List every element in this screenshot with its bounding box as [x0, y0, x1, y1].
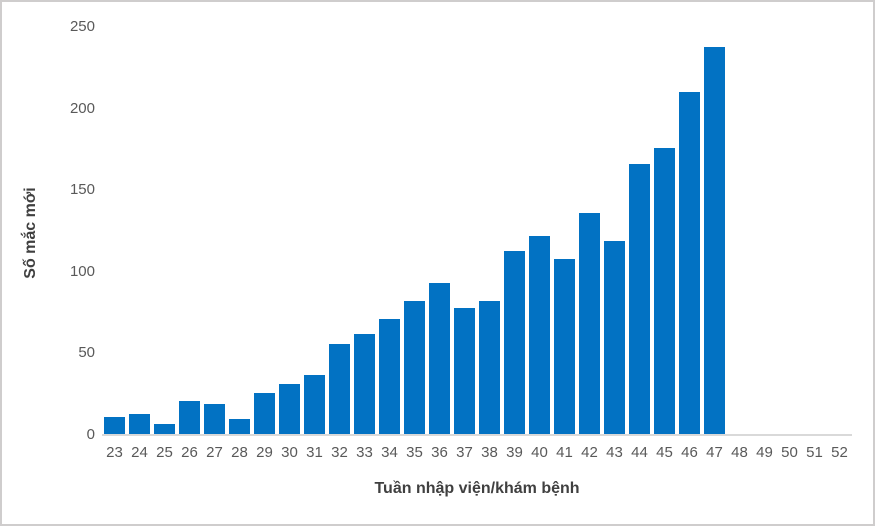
y-tick-label-250: 250 — [69, 18, 95, 35]
y-tick-label-100: 100 — [69, 263, 95, 280]
bar-week-26 — [179, 401, 200, 435]
x-tick-label-31: 31 — [306, 444, 323, 461]
bar-week-42 — [579, 213, 600, 435]
x-tick-label-33: 33 — [356, 444, 373, 461]
x-tick-label-44: 44 — [631, 444, 648, 461]
y-tick-label-0: 0 — [86, 426, 95, 443]
bar-week-33 — [354, 334, 375, 435]
bar-week-40 — [529, 236, 550, 435]
bar-week-31 — [304, 375, 325, 435]
bar-week-44 — [629, 164, 650, 435]
x-tick-label-47: 47 — [706, 444, 723, 461]
bar-week-35 — [404, 301, 425, 435]
bar-week-29 — [254, 393, 275, 435]
x-tick-label-29: 29 — [256, 444, 273, 461]
x-tick-label-39: 39 — [506, 444, 523, 461]
x-tick-label-45: 45 — [656, 444, 673, 461]
bar-week-43 — [604, 241, 625, 435]
bar-week-47 — [704, 47, 725, 435]
bar-week-41 — [554, 259, 575, 435]
bar-week-38 — [479, 301, 500, 435]
bar-week-45 — [654, 148, 675, 435]
y-tick-label-200: 200 — [69, 100, 95, 117]
x-axis-title: Tuần nhập viện/khám bệnh — [374, 480, 580, 497]
x-tick-label-46: 46 — [681, 444, 698, 461]
y-tick-label-150: 150 — [69, 181, 95, 198]
x-tick-label-36: 36 — [431, 444, 448, 461]
x-tick-label-37: 37 — [456, 444, 473, 461]
x-tick-label-26: 26 — [181, 444, 198, 461]
x-tick-label-43: 43 — [606, 444, 623, 461]
bar-week-39 — [504, 251, 525, 435]
bar-week-28 — [229, 419, 250, 435]
x-tick-label-24: 24 — [131, 444, 148, 461]
bar-week-23 — [104, 417, 125, 435]
x-tick-label-28: 28 — [231, 444, 248, 461]
x-tick-label-51: 51 — [806, 444, 823, 461]
x-tick-label-41: 41 — [556, 444, 573, 461]
y-axis-title: Số mắc mới — [22, 187, 39, 279]
x-tick-label-27: 27 — [206, 444, 223, 461]
bar-week-37 — [454, 308, 475, 435]
x-tick-label-38: 38 — [481, 444, 498, 461]
x-tick-label-50: 50 — [781, 444, 798, 461]
x-tick-label-23: 23 — [106, 444, 123, 461]
bar-week-34 — [379, 319, 400, 435]
bar-week-25 — [154, 424, 175, 435]
x-tick-label-49: 49 — [756, 444, 773, 461]
y-tick-label-50: 50 — [78, 344, 95, 361]
bar-week-32 — [329, 344, 350, 435]
x-tick-label-40: 40 — [531, 444, 548, 461]
x-tick-label-25: 25 — [156, 444, 173, 461]
x-tick-label-34: 34 — [381, 444, 398, 461]
x-tick-label-32: 32 — [331, 444, 348, 461]
x-tick-label-35: 35 — [406, 444, 423, 461]
bar-week-30 — [279, 384, 300, 435]
x-tick-label-52: 52 — [831, 444, 848, 461]
x-tick-label-30: 30 — [281, 444, 298, 461]
x-tick-label-48: 48 — [731, 444, 748, 461]
x-axis-line — [102, 434, 852, 436]
bar-week-46 — [679, 92, 700, 435]
bar-week-36 — [429, 283, 450, 435]
bar-week-24 — [129, 414, 150, 435]
bar-week-27 — [204, 404, 225, 435]
x-tick-label-42: 42 — [581, 444, 598, 461]
